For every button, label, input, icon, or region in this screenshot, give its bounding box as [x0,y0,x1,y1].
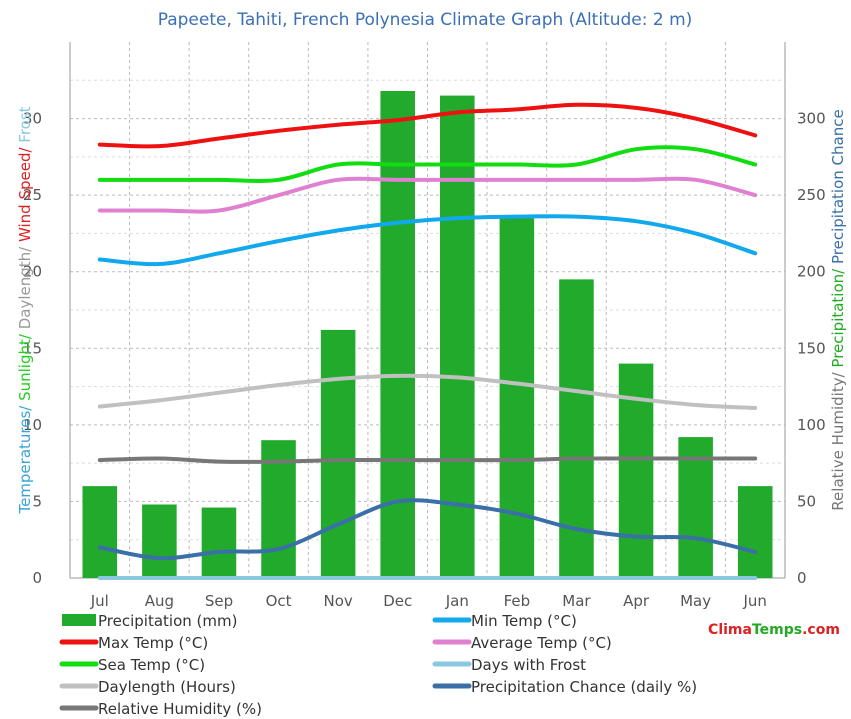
precipitation-chance-daily-line [97,498,758,561]
legend-label: Precipitation Chance (daily %) [471,678,697,696]
logo-part: Temps [752,622,802,638]
x-tick-label: Jan [445,592,469,610]
climatemps-logo: ClimaTemps.com [708,622,840,638]
logo-part: Clima [708,622,752,638]
right-axis-title-part: Precipitation/ [829,264,847,368]
legend-label: Max Temp (°C) [98,634,208,652]
left-tick-label: 10 [23,416,42,434]
legend-label: Precipitation (mm) [98,612,237,630]
left-tick-label: 25 [23,186,42,204]
sea-temp-c-line [97,145,758,183]
legend-label: Days with Frost [471,656,586,674]
left-axis-title-part: Wind Speed/ [16,143,34,242]
right-axis-title: Relative Humidity/ Precipitation/ Precip… [829,109,847,510]
x-tick-label: Apr [623,592,650,610]
left-tick-label: 0 [32,569,42,587]
x-tick-label: Jun [742,592,766,610]
left-axis-title-part: Frost [16,106,34,142]
legend-label: Sea Temp (°C) [98,656,205,674]
x-tick-label: Feb [504,592,531,610]
left-axis-title-part: Temperatures/ [16,401,34,515]
legend-label: Relative Humidity (%) [98,700,262,718]
x-tick-label: Nov [323,592,352,610]
x-tick-label: Aug [145,592,174,610]
right-tick-label: 0 [797,569,807,587]
daylength-hours-line [97,373,758,411]
relative-humidity-line [97,456,758,464]
precipitation-bar [737,486,773,578]
x-tick-label: Jul [90,592,109,610]
precipitation-bar [440,95,475,578]
left-tick-label: 15 [23,339,42,357]
right-tick-label: 150 [797,339,826,357]
x-tick-label: May [680,592,711,610]
right-tick-label: 200 [797,263,826,281]
precipitation-bar [559,279,594,578]
precipitation-bar [201,507,237,578]
max-temp-c-line [97,102,758,149]
right-tick-label: 300 [797,110,826,128]
left-axis-title-part: Daylength/ [16,242,34,329]
min-temp-c-line [97,214,758,267]
right-tick-label: 250 [797,186,826,204]
right-tick-label: 100 [797,416,826,434]
legend-swatch-bar [62,614,96,626]
left-axis-title: Temperatures/ Sunlight/ Daylength/ Wind … [16,106,34,514]
left-tick-label: 30 [23,110,42,128]
legend-label: Average Temp (°C) [471,634,612,652]
chart-title: Papeete, Tahiti, French Polynesia Climat… [158,10,693,30]
legend-label: Daylength (Hours) [98,678,236,696]
precipitation-bar [142,504,177,578]
right-axis-title-part: Relative Humidity/ [829,368,847,511]
precipitation-bar [320,329,356,578]
left-tick-label: 5 [32,492,42,510]
right-tick-label: 50 [797,492,816,510]
x-tick-label: Oct [266,592,292,610]
logo-part: .com [802,622,840,638]
x-tick-label: Sep [205,592,233,610]
left-tick-label: 20 [23,263,42,281]
average-temp-c-line [97,176,758,214]
left-axis-title-part: Sunlight/ [16,329,34,401]
precipitation-bar [499,218,535,578]
legend-label: Min Temp (°C) [471,612,577,630]
x-tick-label: Dec [383,592,412,610]
precipitation-bar [678,437,713,578]
precipitation-bar [82,486,118,578]
x-tick-label: Mar [562,592,591,610]
right-axis-title-part: Precipitation Chance [829,109,847,264]
precipitation-bar [380,91,415,579]
